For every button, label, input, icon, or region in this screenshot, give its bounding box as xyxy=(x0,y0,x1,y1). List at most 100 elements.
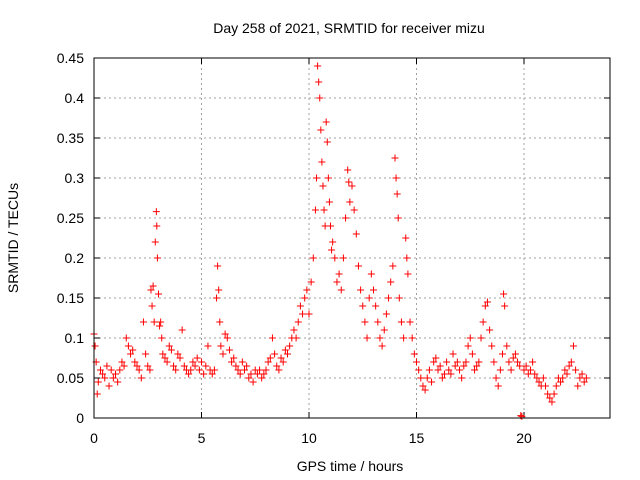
data-point xyxy=(350,206,358,214)
data-point xyxy=(415,366,423,374)
data-point xyxy=(94,378,102,386)
data-point xyxy=(155,290,162,298)
data-point xyxy=(271,350,279,358)
data-point xyxy=(148,302,156,310)
data-point xyxy=(191,362,199,370)
data-point xyxy=(468,350,476,358)
data-point xyxy=(451,362,459,370)
data-point xyxy=(214,262,222,270)
data-point xyxy=(105,382,113,390)
data-point xyxy=(382,310,390,318)
data-point xyxy=(370,286,377,294)
data-point xyxy=(228,358,236,366)
data-point xyxy=(296,302,304,310)
data-point xyxy=(486,326,494,334)
data-point xyxy=(153,254,161,262)
data-point xyxy=(488,342,496,350)
data-point xyxy=(198,358,205,366)
data-point xyxy=(93,390,101,398)
data-point xyxy=(260,370,268,378)
data-point xyxy=(318,158,326,166)
data-point xyxy=(348,182,356,190)
data-point xyxy=(567,358,575,366)
data-point xyxy=(149,282,157,290)
data-point xyxy=(163,358,171,366)
data-point xyxy=(200,370,208,378)
data-point xyxy=(213,294,221,302)
data-point xyxy=(574,382,582,390)
data-point xyxy=(109,374,117,382)
data-point xyxy=(367,270,375,278)
data-point xyxy=(357,286,365,294)
y-tick-label: 0.05 xyxy=(57,370,84,386)
y-tick-label: 0.45 xyxy=(57,50,84,66)
data-point xyxy=(509,354,517,362)
data-point xyxy=(320,206,328,214)
data-point xyxy=(120,362,128,370)
data-point xyxy=(273,362,281,370)
data-point xyxy=(185,370,193,378)
data-point xyxy=(264,358,272,366)
data-point xyxy=(544,390,552,398)
data-point xyxy=(529,358,537,366)
data-point xyxy=(335,270,343,278)
y-tick-label: 0.3 xyxy=(65,170,85,186)
data-point xyxy=(576,374,584,382)
chart-title: Day 258 of 2021, SRMTID for receiver miz… xyxy=(213,20,485,36)
data-point xyxy=(137,374,145,382)
data-point xyxy=(129,346,137,354)
data-point xyxy=(363,334,371,342)
data-point xyxy=(352,230,360,238)
data-point xyxy=(428,378,436,386)
x-tick-label: 20 xyxy=(516,430,532,446)
data-point xyxy=(156,322,164,330)
data-point xyxy=(124,342,132,350)
data-point xyxy=(460,362,468,370)
data-point xyxy=(337,286,345,294)
data-point xyxy=(561,366,569,374)
data-point xyxy=(346,198,354,206)
data-point xyxy=(247,370,255,378)
data-point xyxy=(533,374,541,382)
data-point xyxy=(423,374,431,382)
data-point xyxy=(421,386,429,394)
data-point xyxy=(440,370,448,378)
data-point xyxy=(342,214,350,222)
data-point xyxy=(215,286,223,294)
data-point xyxy=(208,370,216,378)
data-point xyxy=(324,174,332,182)
data-point xyxy=(193,354,201,362)
data-point xyxy=(103,362,111,370)
data-point xyxy=(256,366,264,374)
data-point xyxy=(157,318,165,326)
data-point xyxy=(524,370,532,378)
data-point xyxy=(139,318,147,326)
data-point xyxy=(328,246,336,254)
data-point xyxy=(333,278,341,286)
data-point xyxy=(557,378,565,386)
data-point xyxy=(539,374,547,382)
data-point xyxy=(483,298,491,306)
data-point xyxy=(354,262,362,270)
data-point xyxy=(118,358,126,366)
data-point xyxy=(339,254,347,262)
data-point xyxy=(331,254,339,262)
data-point xyxy=(292,334,300,342)
data-point xyxy=(395,294,403,302)
data-point xyxy=(99,370,107,378)
data-point xyxy=(453,358,461,366)
data-point xyxy=(374,318,382,326)
data-point xyxy=(376,334,384,342)
data-point xyxy=(378,342,386,350)
data-point xyxy=(275,366,283,374)
y-tick-label: 0.25 xyxy=(57,210,84,226)
data-point xyxy=(365,294,373,302)
data-point xyxy=(234,366,242,374)
data-point xyxy=(238,358,246,366)
data-point xyxy=(394,214,402,222)
data-point xyxy=(307,278,315,286)
data-point xyxy=(434,366,442,374)
data-point xyxy=(492,374,500,382)
data-point xyxy=(479,318,487,326)
